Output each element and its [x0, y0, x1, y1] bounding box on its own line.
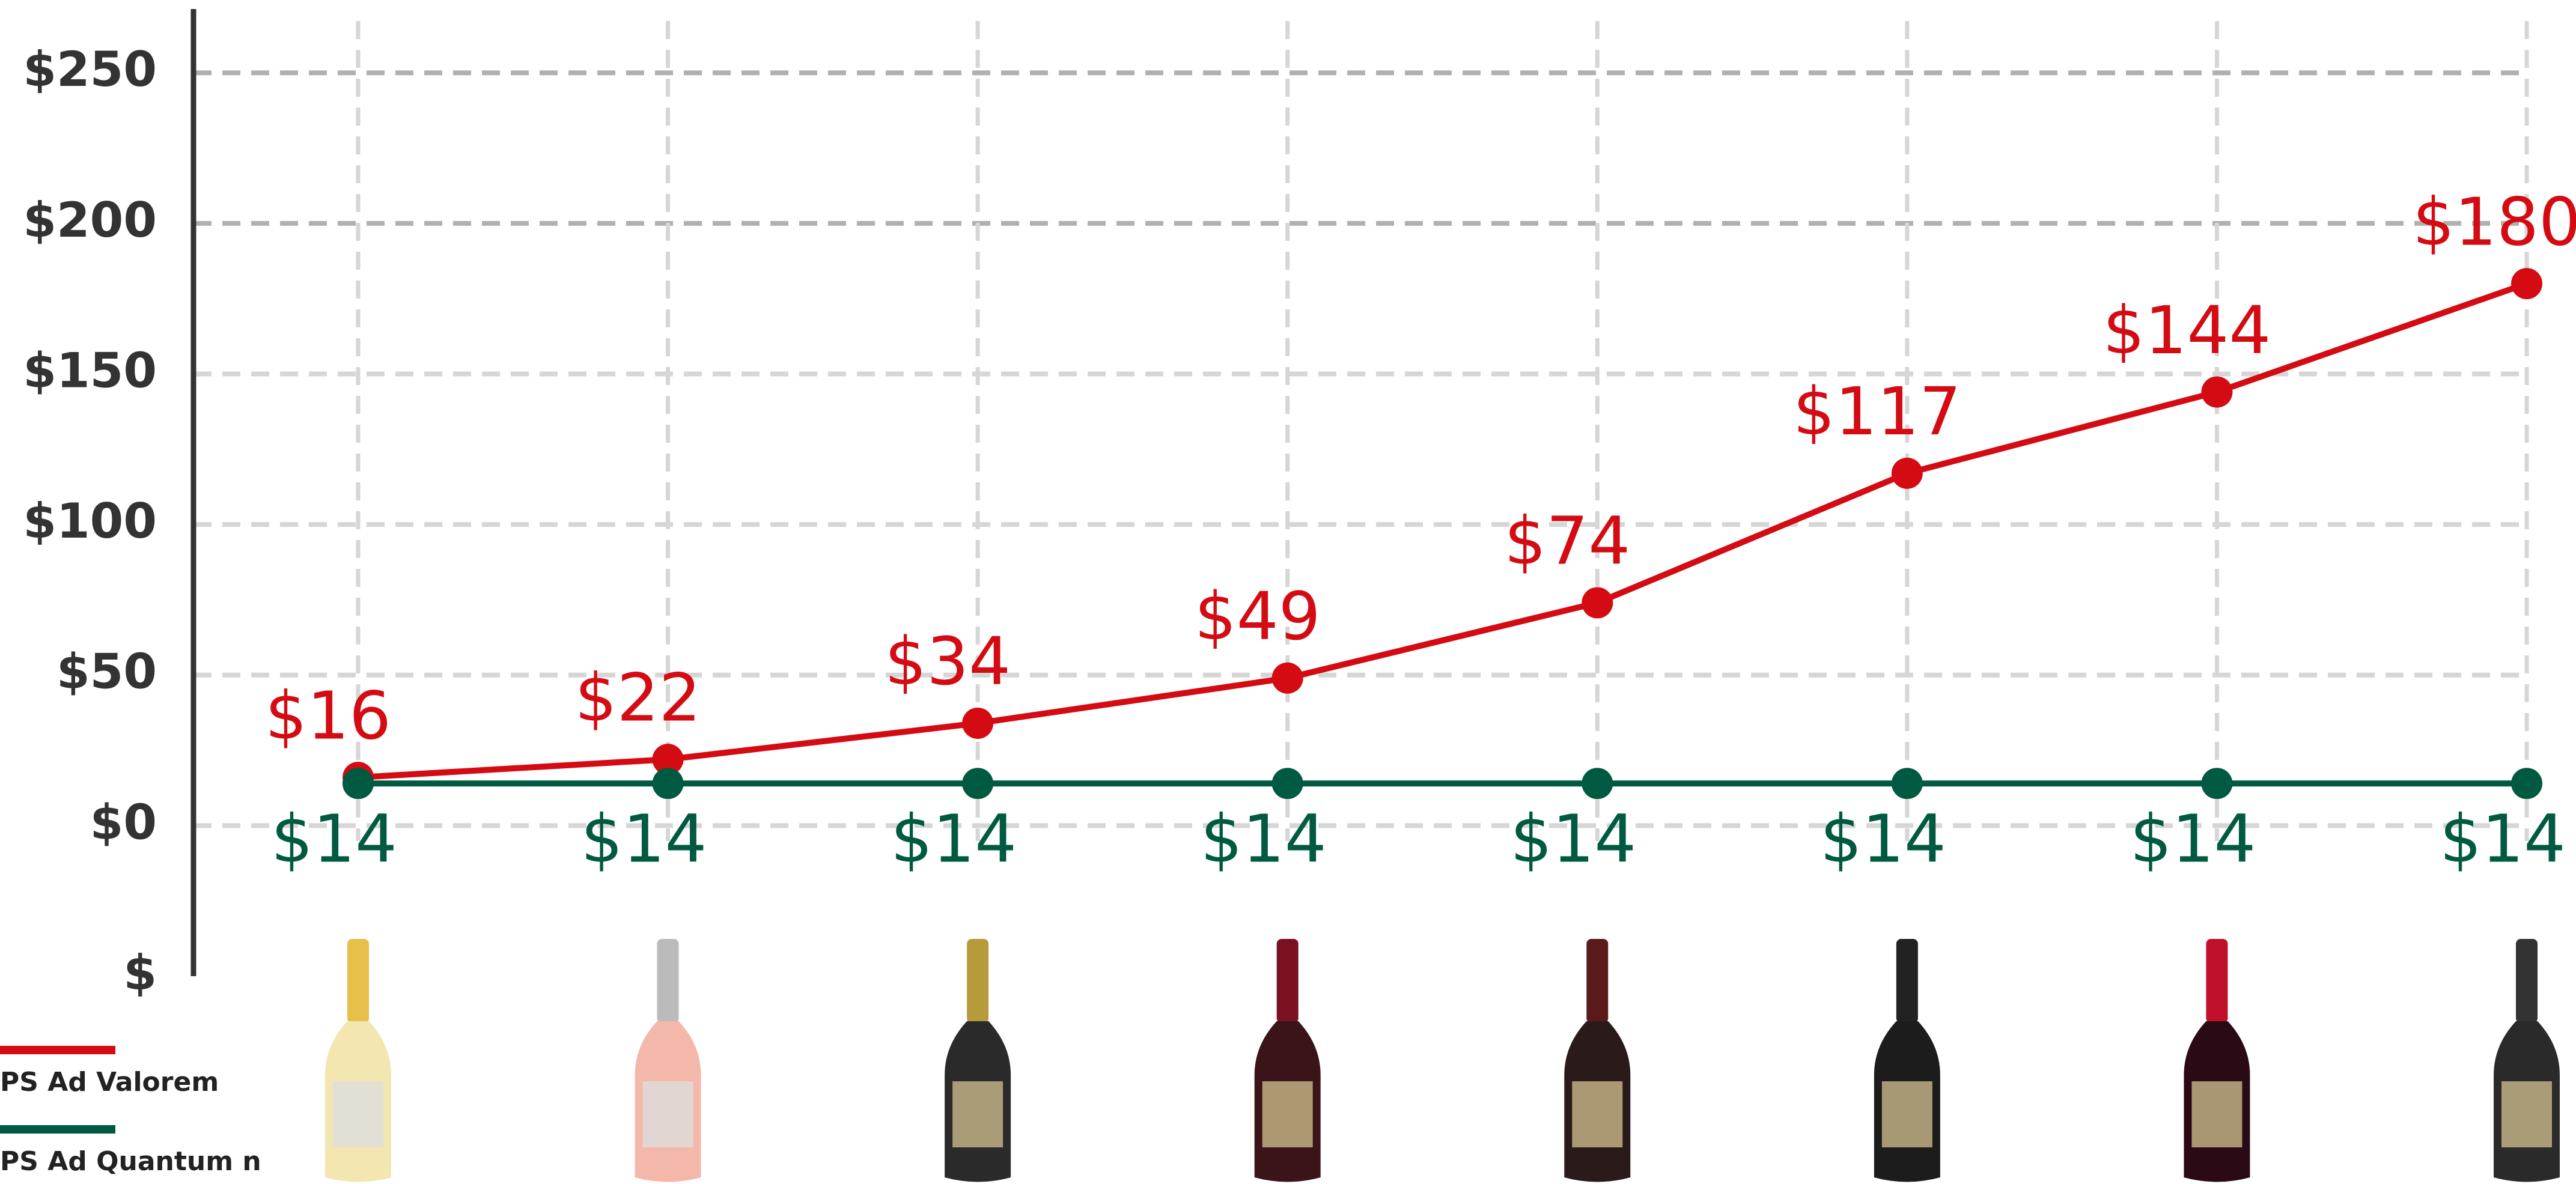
bottle-neck — [2516, 939, 2538, 1023]
bottle-image — [1874, 939, 1940, 1182]
data-label: $14 — [891, 800, 1017, 877]
bottle-image — [2184, 939, 2250, 1182]
bottle-image — [945, 939, 1011, 1182]
bottle-neck — [1586, 939, 1609, 1023]
bottle-label — [642, 1081, 693, 1147]
y-tick-label: $150 — [23, 342, 157, 398]
bottle-label — [333, 1081, 383, 1147]
data-point — [1582, 587, 1613, 619]
bottle-neck — [2206, 939, 2228, 1023]
bottle-neck — [657, 939, 679, 1023]
legend-label: PS Ad Valorem — [0, 1067, 219, 1097]
data-label: $180 — [2413, 183, 2576, 260]
data-label: $74 — [1504, 503, 1630, 580]
y-tick-label: $0 — [90, 794, 157, 850]
data-label: $117 — [1793, 373, 1961, 450]
data-label: $14 — [1510, 800, 1636, 877]
bottle-neck — [967, 939, 989, 1023]
bottle-neck — [1896, 939, 1918, 1023]
data-point — [2511, 268, 2542, 300]
series-line — [358, 281, 2528, 781]
data-point — [652, 744, 684, 776]
bottle-label — [1572, 1081, 1623, 1147]
data-label: $14 — [1820, 800, 1946, 877]
data-point — [2201, 768, 2233, 800]
bottle-label — [1262, 1081, 1313, 1147]
data-label: $16 — [265, 677, 391, 754]
bottle-label — [952, 1081, 1003, 1147]
legend-label: PS Ad Quantum n — [0, 1146, 261, 1177]
data-label: $14 — [2440, 800, 2566, 877]
data-label: $14 — [271, 800, 397, 877]
data-label: $14 — [581, 800, 707, 877]
data-label: $22 — [575, 659, 701, 736]
data-point — [962, 707, 994, 739]
data-label: $14 — [1201, 800, 1327, 877]
data-point — [343, 768, 374, 800]
data-point — [652, 768, 684, 800]
bottle-label — [2501, 1081, 2552, 1147]
y-tick-label: $250 — [23, 41, 157, 97]
data-point — [1891, 457, 1923, 489]
data-point — [2511, 768, 2542, 800]
data-label: $14 — [2130, 800, 2256, 877]
data-label: $49 — [1195, 578, 1321, 655]
data-point — [1891, 768, 1923, 800]
y-tick-label: $100 — [23, 493, 157, 549]
bottle-image — [325, 939, 391, 1182]
bottle-image — [1564, 939, 1631, 1182]
y-tick-label: $200 — [23, 192, 157, 248]
bottle-image — [1254, 939, 1321, 1182]
bottle-image — [635, 939, 701, 1182]
data-point — [1271, 662, 1303, 694]
data-point — [962, 768, 994, 800]
bottle-image — [2494, 939, 2560, 1182]
y-tick-label: $ — [123, 945, 157, 1001]
data-label: $144 — [2103, 292, 2271, 369]
bottle-neck — [347, 939, 369, 1023]
data-label: $34 — [885, 623, 1011, 700]
bottle-neck — [1276, 939, 1299, 1023]
y-tick-label: $50 — [56, 644, 157, 700]
data-point — [1582, 768, 1613, 800]
data-point — [2201, 376, 2233, 408]
bottle-label — [1881, 1081, 1932, 1147]
data-point — [1271, 768, 1303, 800]
bottle-label — [2191, 1081, 2243, 1147]
